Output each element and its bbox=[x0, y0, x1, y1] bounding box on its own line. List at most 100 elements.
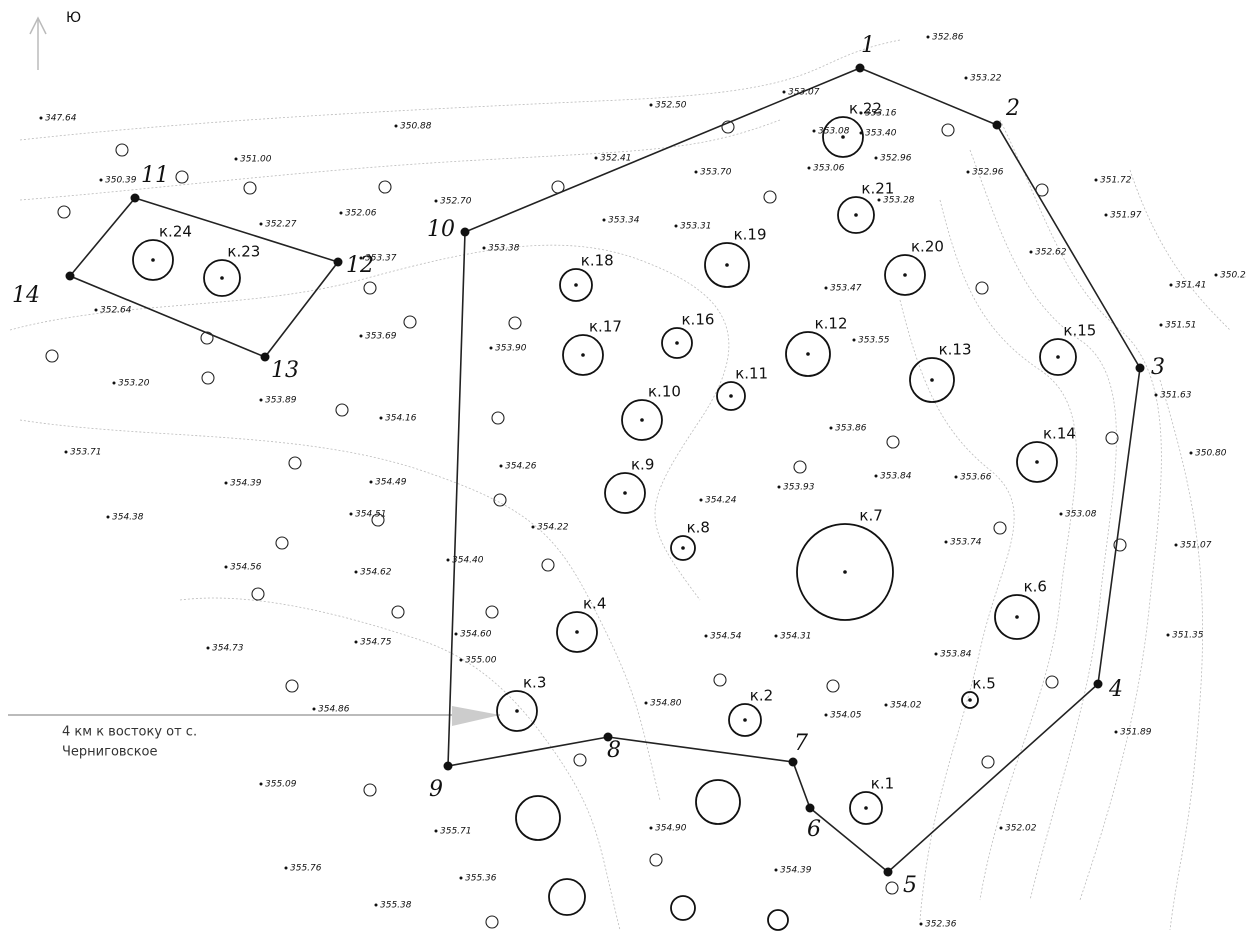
elevation-point bbox=[375, 904, 378, 907]
kurgan-center bbox=[1035, 460, 1039, 464]
elevation-point bbox=[455, 633, 458, 636]
elevation-point bbox=[355, 571, 358, 574]
elevation-point bbox=[1060, 513, 1063, 516]
elevation-point bbox=[783, 91, 786, 94]
elevation-label: 353.08 bbox=[1065, 510, 1097, 520]
elevation-point bbox=[695, 171, 698, 174]
vertex-label: 14 bbox=[12, 283, 40, 308]
elevation-point bbox=[875, 157, 878, 160]
elevation-point bbox=[380, 417, 383, 420]
kurgan-label: к.1 bbox=[871, 775, 894, 793]
elevation-label: 351.41 bbox=[1175, 281, 1207, 291]
vertex-label: 10 bbox=[427, 217, 455, 242]
kurgan-center bbox=[1015, 615, 1019, 619]
background bbox=[0, 0, 1246, 938]
elevation-point bbox=[447, 559, 450, 562]
kurgan-center bbox=[743, 718, 747, 722]
elevation-point bbox=[1105, 214, 1108, 217]
elevation-point bbox=[1175, 544, 1178, 547]
caption-line: 4 км к востоку от с. bbox=[62, 725, 197, 740]
elevation-label: 353.40 bbox=[865, 129, 897, 139]
vertex-point bbox=[806, 804, 815, 813]
elevation-point bbox=[1030, 251, 1033, 254]
elevation-label: 351.51 bbox=[1165, 321, 1197, 331]
vertex-label: 9 bbox=[429, 777, 443, 802]
elevation-label: 354.39 bbox=[780, 866, 812, 876]
elevation-label: 352.96 bbox=[880, 154, 912, 164]
elevation-label: 354.31 bbox=[780, 632, 812, 642]
kurgan-label: к.7 bbox=[859, 507, 882, 525]
elevation-label: 354.80 bbox=[650, 699, 682, 709]
elevation-label: 352.41 bbox=[600, 154, 632, 164]
elevation-point bbox=[878, 199, 881, 202]
elevation-label: 354.16 bbox=[385, 414, 417, 424]
vertex-point bbox=[461, 228, 470, 237]
kurgan-center bbox=[515, 709, 519, 713]
kurgan-center bbox=[903, 273, 907, 277]
elevation-label: 354.39 bbox=[230, 479, 262, 489]
elevation-point bbox=[355, 641, 358, 644]
vertex-label: 2 bbox=[1005, 96, 1020, 121]
kurgan-center bbox=[729, 394, 733, 398]
kurgan-label: к.11 bbox=[735, 365, 768, 383]
kurgan-center bbox=[1056, 355, 1060, 359]
survey-map: Ю 4 км к востоку от с. Черниговское 1234… bbox=[0, 0, 1246, 938]
elevation-label: 353.74 bbox=[950, 538, 982, 548]
elevation-point bbox=[705, 635, 708, 638]
elevation-label: 350.80 bbox=[1195, 449, 1227, 459]
elevation-point bbox=[860, 112, 863, 115]
elevation-point bbox=[1190, 452, 1193, 455]
vertex-label: 7 bbox=[794, 731, 808, 756]
elevation-point bbox=[1160, 324, 1163, 327]
elevation-point bbox=[113, 382, 116, 385]
kurgan-center bbox=[854, 213, 858, 217]
elevation-label: 353.37 bbox=[365, 254, 397, 264]
kurgan-label: к.23 bbox=[227, 243, 260, 261]
kurgan-center bbox=[623, 491, 627, 495]
elevation-point bbox=[945, 541, 948, 544]
elevation-label: 353.31 bbox=[680, 222, 712, 232]
elevation-label: 352.27 bbox=[265, 220, 297, 230]
elevation-label: 353.20 bbox=[118, 379, 150, 389]
elevation-label: 355.36 bbox=[465, 874, 497, 884]
elevation-point bbox=[808, 167, 811, 170]
vertex-label: 6 bbox=[807, 817, 821, 842]
elevation-label: 353.22 bbox=[970, 74, 1002, 84]
elevation-point bbox=[853, 339, 856, 342]
elevation-point bbox=[435, 200, 438, 203]
vertex-label: 3 bbox=[1151, 355, 1165, 380]
elevation-point bbox=[260, 223, 263, 226]
kurgan-label: к.8 bbox=[687, 519, 710, 537]
vertex-label: 5 bbox=[903, 873, 917, 898]
elevation-point bbox=[885, 704, 888, 707]
kurgan-center bbox=[151, 258, 155, 262]
kurgan-label: к.12 bbox=[815, 315, 848, 333]
elevation-point bbox=[955, 476, 958, 479]
elevation-label: 354.62 bbox=[360, 568, 392, 578]
elevation-label: 353.47 bbox=[830, 284, 862, 294]
elevation-label: 353.08 bbox=[818, 127, 850, 137]
caption-line: Черниговское bbox=[62, 745, 158, 760]
elevation-label: 354.75 bbox=[360, 638, 392, 648]
elevation-label: 351.00 bbox=[240, 155, 272, 165]
elevation-label: 347.64 bbox=[45, 114, 77, 124]
elevation-point bbox=[460, 659, 463, 662]
kurgan-label: к.4 bbox=[583, 595, 606, 613]
elevation-point bbox=[435, 830, 438, 833]
elevation-label: 354.86 bbox=[318, 705, 350, 715]
elevation-label: 353.84 bbox=[880, 472, 912, 482]
elevation-label: 354.60 bbox=[460, 630, 492, 640]
elevation-point bbox=[813, 130, 816, 133]
vertex-point bbox=[131, 194, 140, 203]
elevation-label: 354.26 bbox=[505, 462, 537, 472]
elevation-label: 352.06 bbox=[345, 209, 377, 219]
kurgan-label: к.3 bbox=[523, 674, 546, 692]
kurgan-center bbox=[864, 806, 868, 810]
elevation-label: 352.50 bbox=[655, 101, 687, 111]
elevation-label: 352.70 bbox=[440, 197, 472, 207]
elevation-point bbox=[875, 475, 878, 478]
elevation-label: 351.63 bbox=[1160, 391, 1192, 401]
elevation-point bbox=[927, 36, 930, 39]
elevation-point bbox=[967, 171, 970, 174]
elevation-point bbox=[675, 225, 678, 228]
